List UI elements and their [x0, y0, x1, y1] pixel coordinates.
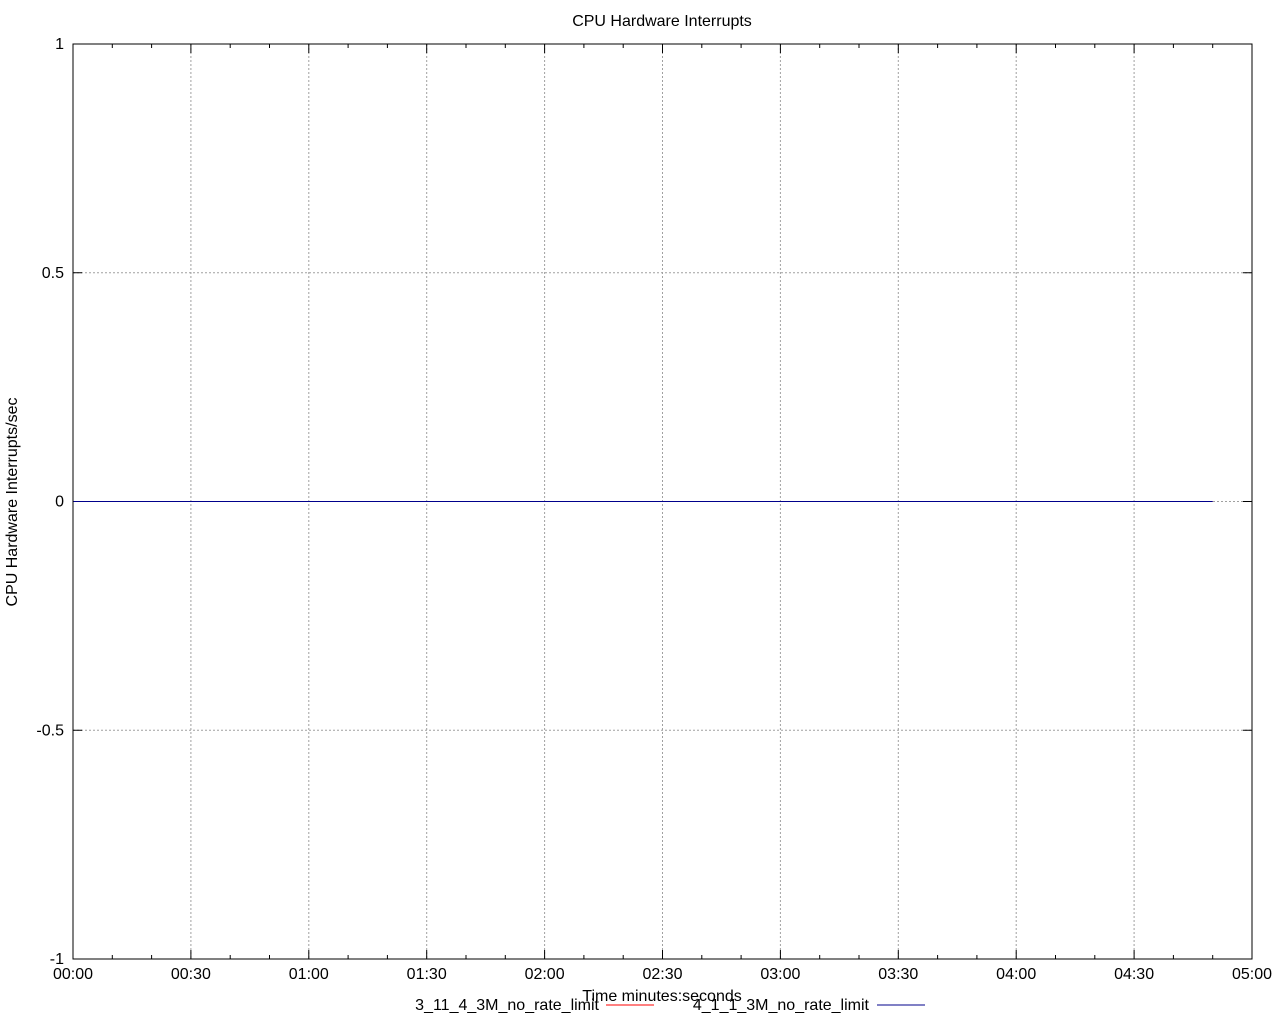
chart-title: CPU Hardware Interrupts — [572, 13, 752, 30]
x-tick-label: 04:00 — [996, 966, 1036, 983]
y-tick-label: 1 — [55, 36, 64, 53]
tick-labels: 00:00 00:30 01:00 01:30 02:00 02:30 03:00 03:30… — [36, 36, 1272, 983]
y-tick-label: 0.5 — [42, 265, 64, 282]
x-tick-label: 01:30 — [407, 966, 447, 983]
x-tick-label: 04:30 — [1114, 966, 1154, 983]
x-tick-label: 00:00 — [53, 966, 93, 983]
x-tick-label: 02:00 — [525, 966, 565, 983]
legend-label: 4_1_1_3M_no_rate_limit — [693, 997, 870, 1014]
y-axis-label: CPU Hardware Interrupts/sec — [4, 398, 21, 607]
y-tick-label: 0 — [55, 494, 64, 511]
x-axis-label: Time minutes:seconds — [582, 988, 741, 1005]
x-tick-label: 03:30 — [878, 966, 918, 983]
plot-frame — [72, 43, 1253, 960]
x-tick-label: 03:00 — [760, 966, 800, 983]
legend: 3_11_4_3M_no_rate_limit 4_1_1_3M_no_rate… — [415, 997, 925, 1014]
legend-label: 3_11_4_3M_no_rate_limit — [415, 997, 599, 1014]
y-tick-label: -0.5 — [36, 722, 64, 739]
y-tick-label: -1 — [50, 951, 64, 968]
x-tick-label: 01:00 — [289, 966, 329, 983]
x-tick-label: 00:30 — [171, 966, 211, 983]
x-tick-label: 05:00 — [1232, 966, 1272, 983]
x-tick-label: 02:30 — [642, 966, 682, 983]
